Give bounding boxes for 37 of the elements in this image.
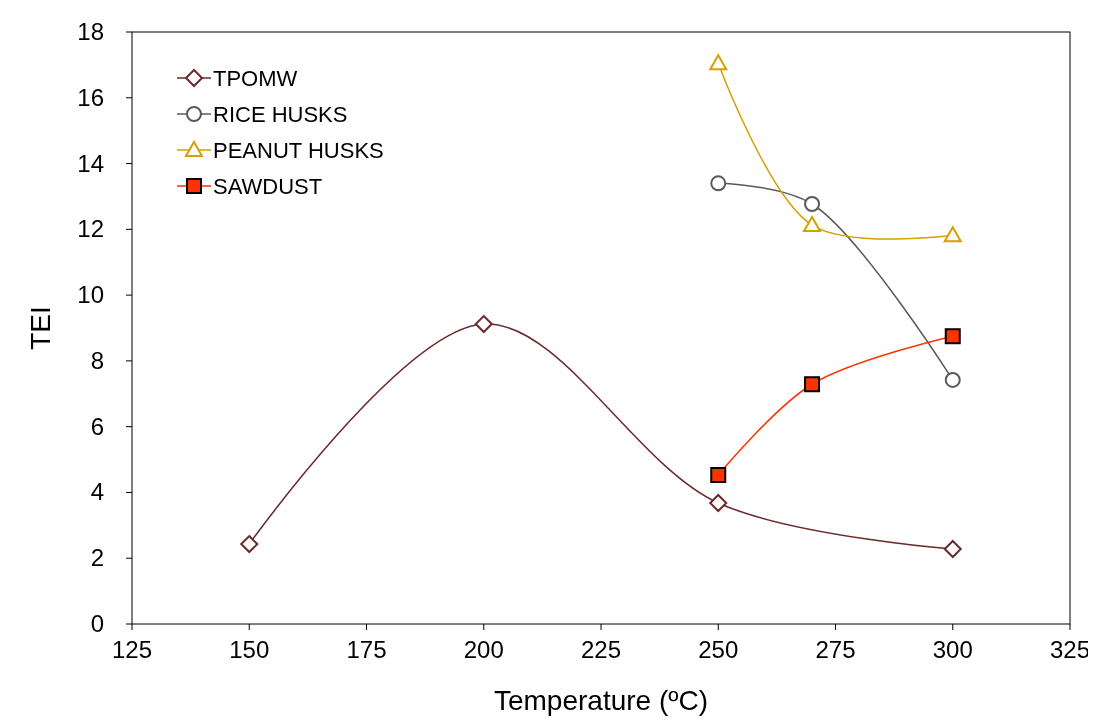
- x-tick-label: 275: [815, 636, 856, 663]
- legend-label: SAWDUST: [213, 174, 323, 199]
- y-tick-label: 10: [77, 281, 104, 309]
- legend-label: RICE HUSKS: [213, 102, 348, 127]
- point: [804, 376, 821, 393]
- y-tick-label: 12: [77, 215, 104, 243]
- x-tick-label: 300: [932, 636, 973, 663]
- point: [474, 315, 493, 334]
- y-tick-label: 6: [90, 412, 104, 440]
- point: [944, 371, 961, 388]
- y-axis-title: TEI: [25, 306, 56, 350]
- point: [709, 493, 728, 512]
- x-tick-label: 175: [346, 636, 387, 663]
- point: [943, 226, 962, 243]
- legend-label: TPOMW: [213, 66, 298, 91]
- legend-label: PEANUT HUSKS: [213, 138, 384, 163]
- x-tick-label: 225: [580, 636, 622, 663]
- point: [944, 328, 961, 345]
- point: [803, 216, 822, 233]
- point: [804, 196, 821, 213]
- y-tick-label: 0: [90, 610, 104, 637]
- point: [710, 175, 727, 192]
- y-tick-label: 4: [90, 478, 104, 506]
- point: [709, 54, 728, 71]
- y-tick-label: 2: [90, 544, 104, 572]
- y-tick-label: 18: [77, 18, 104, 45]
- point: [710, 467, 727, 484]
- x-tick-label: 150: [229, 636, 270, 663]
- point: [240, 535, 259, 554]
- y-tick-label: 14: [77, 149, 104, 177]
- x-axis-title: Temperature (ºC): [493, 685, 709, 716]
- x-tick-label: 125: [111, 636, 153, 663]
- y-tick-label: 8: [90, 346, 104, 374]
- x-tick-label: 250: [698, 636, 739, 663]
- x-tick-label: 200: [463, 636, 504, 663]
- point: [943, 540, 962, 559]
- y-tick-label: 16: [77, 83, 104, 111]
